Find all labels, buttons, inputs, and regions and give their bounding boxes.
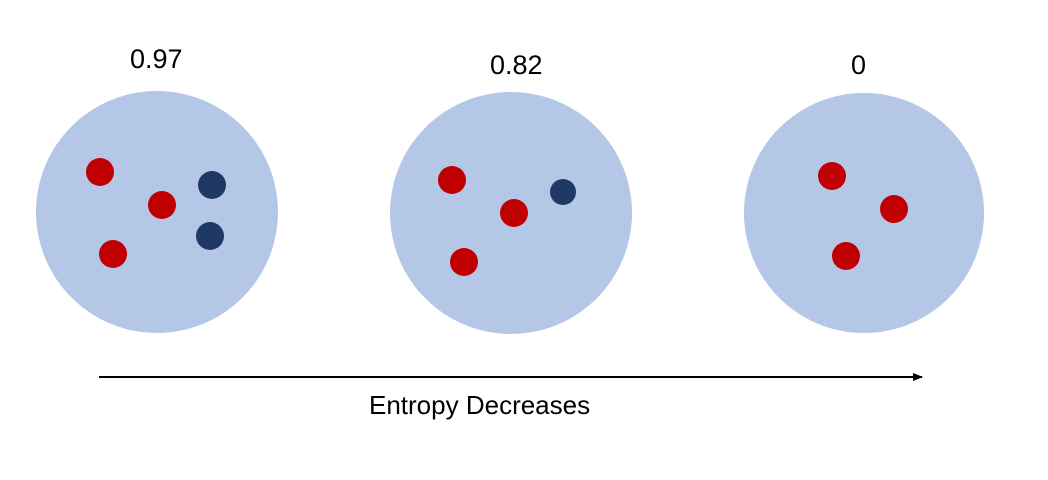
red-ball [818,162,846,190]
entropy-value: 0.82 [490,50,543,80]
entropy-value: 0 [851,50,867,80]
red-ball [450,248,478,276]
blue-ball [550,179,576,205]
blue-ball [196,222,224,250]
set-circle [744,93,984,333]
red-ball [99,240,127,268]
red-ball [500,199,528,227]
arrow-label: Entropy Decreases [369,390,591,420]
red-ball [86,158,114,186]
red-ball [148,191,176,219]
red-ball [832,242,860,270]
entropy-value: 0.97 [130,44,183,74]
red-ball [880,195,908,223]
red-ball [438,166,466,194]
blue-ball [198,171,226,199]
